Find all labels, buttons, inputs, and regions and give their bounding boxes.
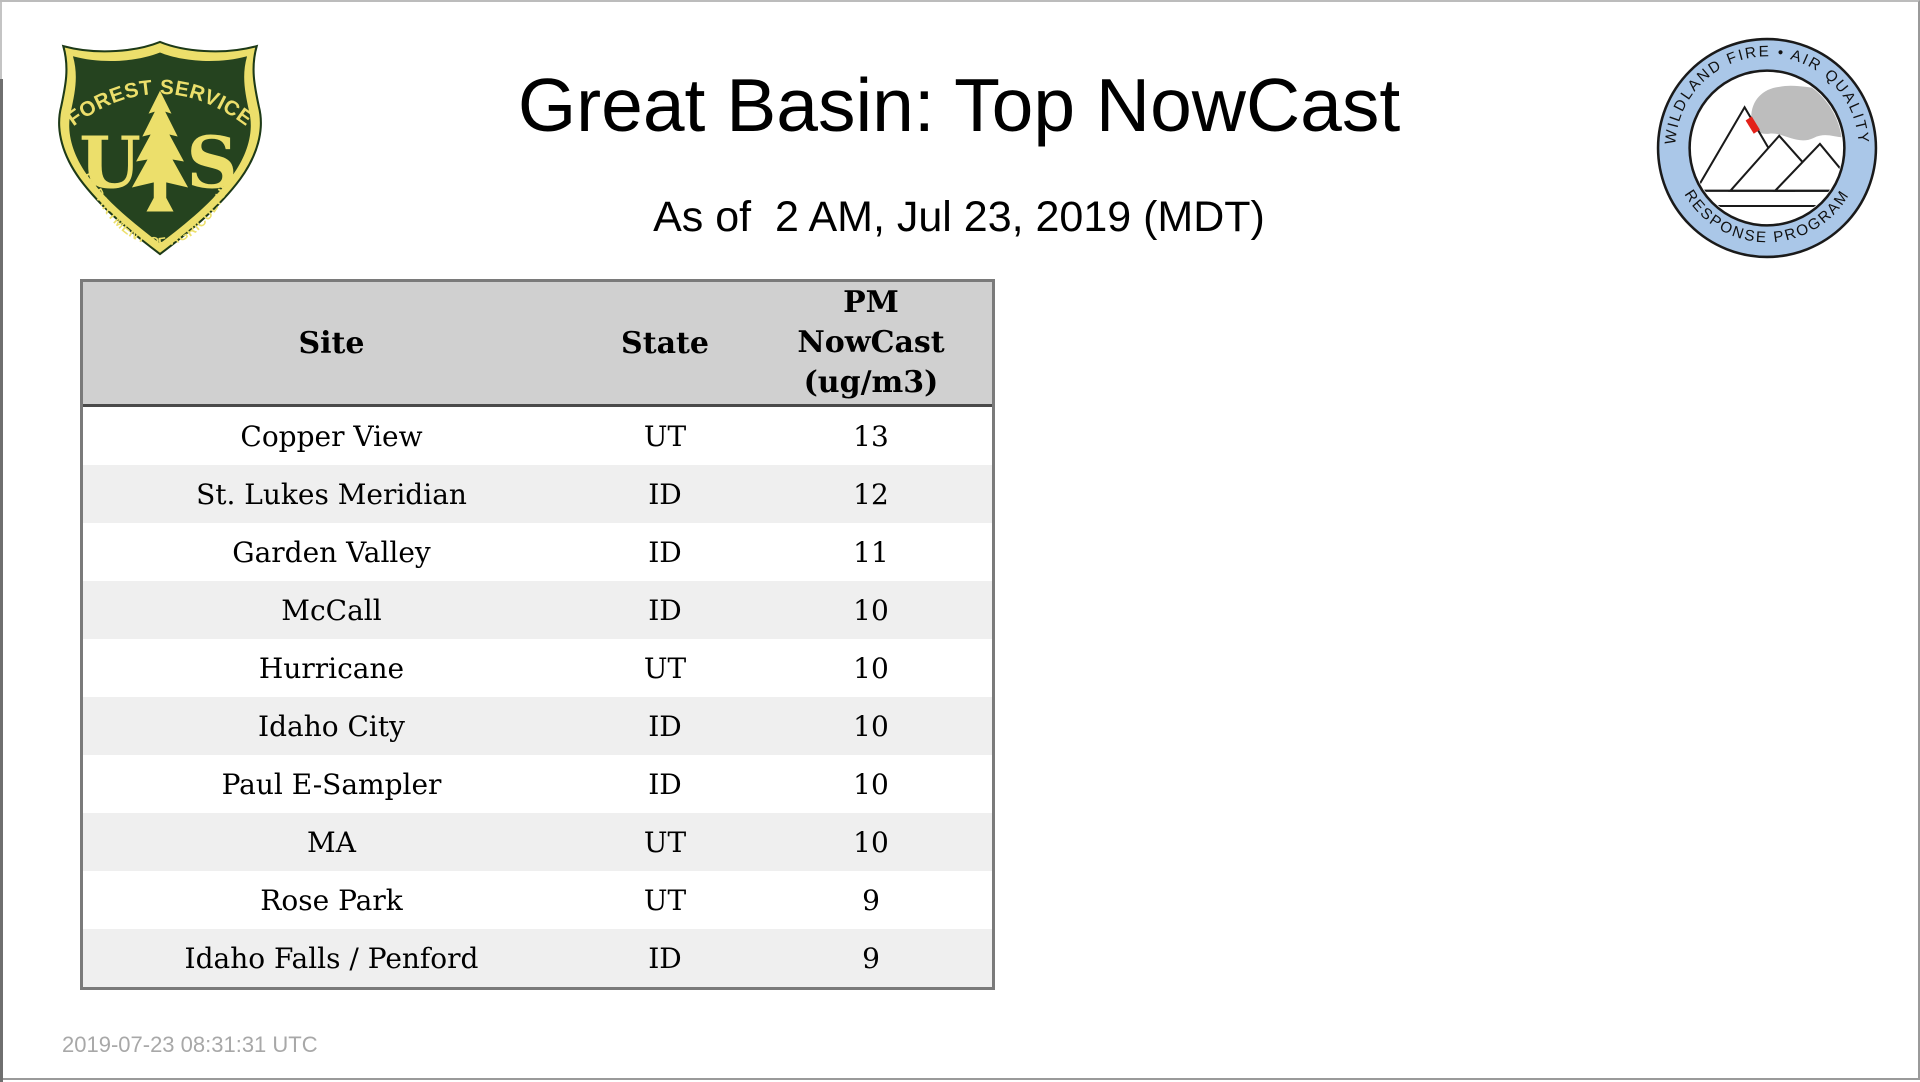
site-cell: Idaho Falls / Penford <box>184 941 479 975</box>
site-cell: MA <box>307 825 356 859</box>
value-cell: 9 <box>862 941 880 975</box>
state-cell: ID <box>648 709 682 743</box>
site-cell: Copper View <box>240 419 423 453</box>
site-cell: Paul E-Sampler <box>221 767 442 801</box>
state-cell: ID <box>648 941 682 975</box>
column-header-site: Site <box>298 325 365 361</box>
footer-timestamp: 2019-07-23 08:31:31 UTC <box>62 1032 318 1057</box>
state-cell: UT <box>643 419 687 453</box>
nowcast-table: Site State PM NowCast (ug/m3) Copper Vie… <box>80 279 995 990</box>
fire-mark <box>1745 116 1760 134</box>
us-forest-service-logo-icon: FOREST SERVICE DEPARTMENT OF AGRICULTURE… <box>56 38 264 263</box>
value-cell: 13 <box>853 419 889 453</box>
site-cell: St. Lukes Meridian <box>196 477 467 511</box>
wildland-fire-air-quality-response-program-logo-icon: WILDLAND FIRE • AIR QUALITY RESPONSE PRO… <box>1655 36 1879 265</box>
state-cell: UT <box>643 651 687 685</box>
table-row: Garden Valley ID 11 <box>83 523 992 581</box>
site-cell: Idaho City <box>258 709 405 743</box>
table-header-row: Site State PM NowCast (ug/m3) <box>83 282 992 407</box>
state-cell: ID <box>648 593 682 627</box>
table-row: McCall ID 10 <box>83 581 992 639</box>
fs-letter-s: S <box>186 122 237 205</box>
pm-header-line2: NowCast <box>797 325 945 360</box>
value-cell: 10 <box>853 709 889 743</box>
value-cell: 10 <box>853 767 889 801</box>
value-cell: 10 <box>853 593 889 627</box>
value-cell: 10 <box>853 825 889 859</box>
left-edge-artifact-top <box>0 2 2 79</box>
value-cell: 12 <box>853 477 889 511</box>
state-cell: UT <box>643 825 687 859</box>
table-row: Paul E-Sampler ID 10 <box>83 755 992 813</box>
table-row: MA UT 10 <box>83 813 992 871</box>
table-row: Copper View UT 13 <box>83 407 992 465</box>
site-cell: Hurricane <box>258 651 405 685</box>
table-row: Hurricane UT 10 <box>83 639 992 697</box>
table-row: Idaho City ID 10 <box>83 697 992 755</box>
left-edge-artifact-bottom <box>0 79 3 1082</box>
column-header-state: State <box>621 325 709 361</box>
pine-tree-icon <box>131 90 189 212</box>
site-cell: McCall <box>281 593 382 627</box>
value-cell: 10 <box>853 651 889 685</box>
state-cell: ID <box>648 767 682 801</box>
site-cell: Rose Park <box>260 883 403 917</box>
fs-letter-u: U <box>79 122 141 205</box>
column-header-pm-nowcast: PM NowCast (ug/m3) <box>750 282 992 404</box>
state-cell: UT <box>643 883 687 917</box>
page-subtitle: As of 2 AM, Jul 23, 2019 (MDT) <box>653 193 1265 241</box>
state-cell: ID <box>648 535 682 569</box>
pm-header-line1: PM <box>843 285 899 320</box>
table-row: St. Lukes Meridian ID 12 <box>83 465 992 523</box>
table-row: Idaho Falls / Penford ID 9 <box>83 929 992 987</box>
value-cell: 9 <box>862 883 880 917</box>
table-row: Rose Park UT 9 <box>83 871 992 929</box>
state-cell: ID <box>648 477 682 511</box>
page-title: Great Basin: Top NowCast <box>517 63 1401 147</box>
pm-header-line3: (ug/m3) <box>803 365 939 400</box>
site-cell: Garden Valley <box>232 535 431 569</box>
value-cell: 11 <box>853 535 889 569</box>
